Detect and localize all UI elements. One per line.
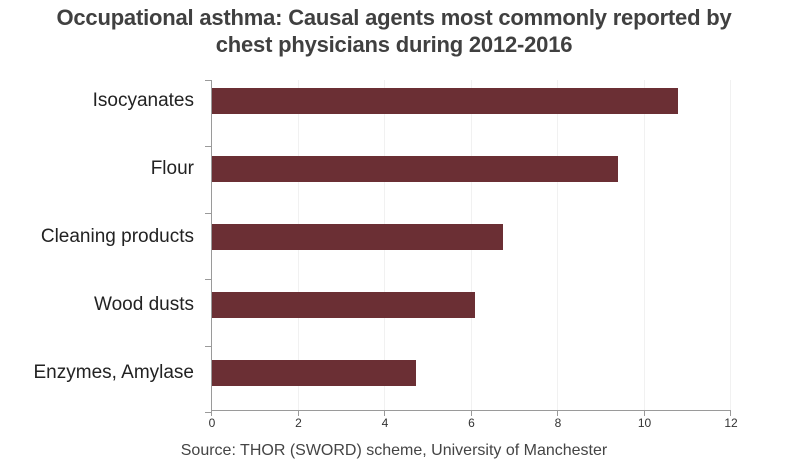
x-tick-label: 2: [295, 416, 302, 430]
x-tick-label: 8: [554, 416, 562, 430]
y-tick: [205, 279, 211, 281]
x-tick-label: 4: [381, 416, 389, 430]
bar: [212, 88, 679, 114]
y-axis-line: [211, 80, 212, 410]
x-tick: [297, 410, 299, 416]
source-note: Source: THOR (SWORD) scheme, University …: [180, 442, 608, 459]
y-tick: [205, 412, 211, 413]
chart-title-line-1: Occupational asthma: Causal agents most …: [56, 5, 732, 30]
x-tick: [730, 410, 731, 416]
x-tick: [384, 410, 385, 416]
gridline: [730, 80, 731, 410]
x-tick: [557, 410, 558, 416]
x-tick: [643, 410, 645, 416]
x-tick-label: 0: [208, 416, 216, 430]
x-tick-label: 10: [637, 416, 652, 430]
y-tick: [205, 80, 211, 81]
bar: [212, 292, 475, 318]
x-tick-label: 12: [724, 416, 738, 430]
gridline: [643, 80, 645, 410]
x-tick-label: 6: [468, 416, 475, 430]
y-tick: [205, 345, 211, 347]
x-tick: [211, 410, 212, 416]
y-tick: [205, 212, 211, 214]
category-label: Enzymes, Amylase: [33, 362, 195, 383]
category-label: Isocyanates: [92, 90, 194, 111]
x-tick: [470, 410, 472, 416]
chart-title: Occupational asthma: Causal agents most …: [0, 4, 788, 58]
gridline: [557, 80, 558, 410]
bar: [212, 224, 503, 250]
y-tick: [205, 146, 211, 148]
bar: [212, 360, 417, 386]
category-label: Flour: [150, 158, 194, 179]
category-label: Wood dusts: [94, 294, 194, 315]
chart-title-line-2: chest physicians during 2012-2016: [215, 32, 573, 57]
category-label: Cleaning products: [40, 226, 194, 247]
bar: [212, 156, 618, 182]
